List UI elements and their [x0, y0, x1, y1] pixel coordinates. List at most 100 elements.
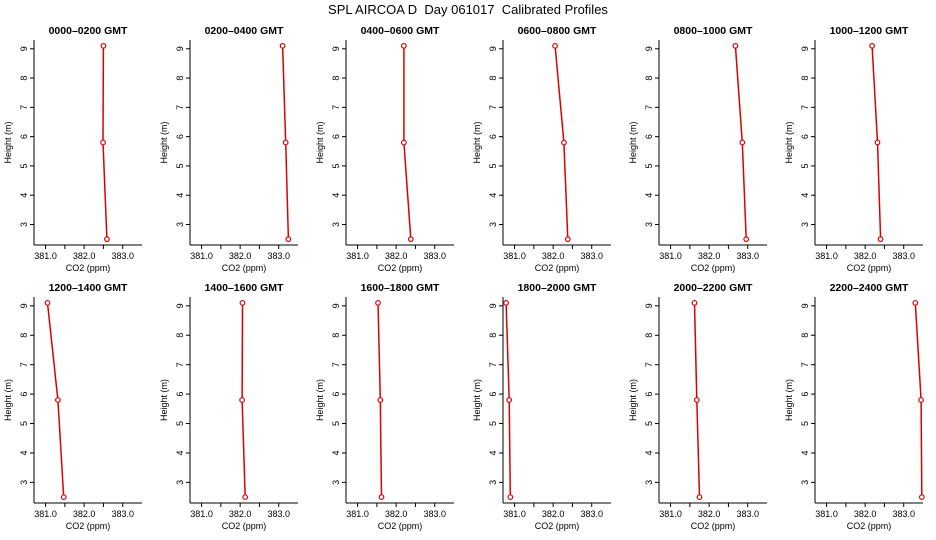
y-tick-label: 7 — [175, 105, 185, 110]
y-tick-label: 5 — [331, 163, 341, 168]
y-axis-label: Height (m) — [159, 379, 169, 421]
y-tick-label: 3 — [175, 222, 185, 227]
y-tick-label: 9 — [175, 46, 185, 51]
x-tick-label: 382.0 — [229, 251, 252, 261]
y-tick-label: 4 — [644, 450, 654, 455]
y-tick-label: 4 — [800, 450, 810, 455]
data-point — [561, 139, 567, 146]
x-tick-label: 383.0 — [267, 509, 290, 519]
x-tick-label: 383.0 — [111, 251, 134, 261]
y-tick-label: 5 — [800, 163, 810, 168]
x-tick-label: 381.0 — [815, 509, 838, 519]
panel-title: 1800–2000 GMT — [518, 282, 597, 294]
y-tick-label: 9 — [331, 46, 341, 51]
x-tick-label: 381.0 — [190, 509, 213, 519]
y-tick-label: 5 — [644, 163, 654, 168]
panel-title: 2000–2200 GMT — [674, 282, 753, 294]
panel-11: 2000–2200 GMT 381.0 382.0 383.0 3 4 5 6 7 8 9 CO2 (… — [628, 282, 767, 531]
x-tick-label: 383.0 — [267, 251, 290, 261]
data-point — [693, 397, 700, 403]
y-tick-label: 3 — [644, 480, 654, 485]
y-axis-label: Height (m) — [472, 121, 482, 163]
x-tick-label: 382.0 — [385, 251, 408, 261]
y-tick-label: 9 — [19, 303, 29, 308]
x-tick-label: 383.0 — [423, 509, 446, 519]
y-tick-label: 9 — [644, 46, 654, 51]
y-tick-label: 3 — [800, 480, 810, 485]
x-tick-label: 382.0 — [385, 509, 408, 519]
y-tick-label: 4 — [800, 193, 810, 198]
y-tick-label: 3 — [488, 480, 498, 485]
y-tick-label: 5 — [488, 421, 498, 426]
y-axis-label: Height (m) — [472, 379, 482, 421]
y-tick-label: 4 — [19, 450, 29, 455]
y-axis-label: Height (m) — [315, 379, 325, 421]
y-tick-label: 6 — [331, 392, 341, 397]
y-tick-label: 7 — [19, 105, 29, 110]
y-tick-label: 4 — [175, 193, 185, 198]
data-point — [732, 42, 739, 49]
x-axis-label: CO2 (ppm) — [535, 521, 580, 531]
data-point — [400, 42, 407, 49]
y-tick-label: 7 — [800, 362, 810, 367]
y-tick-label: 3 — [800, 222, 810, 227]
x-axis-label: CO2 (ppm) — [66, 263, 111, 273]
x-tick-label: 382.0 — [854, 509, 877, 519]
data-point — [285, 236, 292, 243]
y-tick-label: 9 — [644, 303, 654, 308]
panel-title: 2200–2400 GMT — [830, 282, 909, 294]
data-point — [912, 299, 919, 306]
data-point — [869, 42, 875, 49]
panel-6: 1000–1200 GMT 381.0 382.0 383.0 3 4 5 6 7 8 9 CO2 (… — [784, 25, 923, 273]
y-tick-label: 5 — [488, 163, 498, 168]
y-tick-label: 8 — [331, 333, 341, 338]
y-tick-label: 8 — [331, 76, 341, 81]
data-point — [378, 494, 385, 501]
x-axis-label: CO2 (ppm) — [847, 521, 892, 531]
x-tick-label: 382.0 — [542, 509, 565, 519]
y-tick-label: 7 — [644, 362, 654, 367]
panel-title: 0000–0200 GMT — [49, 25, 128, 37]
x-tick-label: 381.0 — [346, 251, 369, 261]
x-tick-label: 381.0 — [34, 251, 57, 261]
x-tick-label: 381.0 — [503, 251, 526, 261]
x-axis-label: CO2 (ppm) — [222, 521, 267, 531]
y-tick-label: 9 — [488, 46, 498, 51]
x-tick-label: 382.0 — [542, 251, 565, 261]
y-tick-label: 3 — [19, 222, 29, 227]
data-point — [375, 299, 381, 306]
data-point — [55, 397, 61, 403]
data-point — [918, 397, 924, 403]
x-tick-label: 382.0 — [698, 251, 721, 261]
x-axis-label: CO2 (ppm) — [222, 263, 267, 273]
x-tick-label: 383.0 — [111, 509, 134, 519]
y-tick-label: 7 — [644, 105, 654, 110]
y-tick-label: 8 — [488, 76, 498, 81]
y-tick-label: 7 — [800, 105, 810, 110]
data-point — [44, 299, 51, 306]
panel-title: 1600–1800 GMT — [361, 282, 440, 294]
y-tick-label: 6 — [800, 134, 810, 139]
data-point — [100, 42, 107, 49]
x-axis-label: CO2 (ppm) — [691, 263, 736, 273]
x-tick-label: 382.0 — [229, 509, 252, 519]
y-axis-label: Height (m) — [628, 379, 638, 421]
data-point — [239, 299, 246, 306]
y-tick-label: 6 — [19, 134, 29, 139]
y-tick-label: 8 — [644, 76, 654, 81]
y-tick-label: 8 — [175, 76, 185, 81]
x-tick-label: 381.0 — [659, 509, 682, 519]
data-point — [552, 42, 558, 49]
y-tick-label: 8 — [800, 333, 810, 338]
x-tick-label: 383.0 — [580, 251, 603, 261]
x-tick-label: 383.0 — [736, 509, 759, 519]
x-tick-label: 381.0 — [659, 251, 682, 261]
x-axis-label: CO2 (ppm) — [847, 263, 892, 273]
y-tick-label: 8 — [644, 333, 654, 338]
data-point — [696, 494, 703, 501]
panel-12: 2200–2400 GMT 381.0 382.0 383.0 3 4 5 6 7 8 9 CO2 (… — [784, 282, 925, 531]
y-tick-label: 6 — [800, 392, 810, 397]
y-tick-label: 8 — [175, 333, 185, 338]
x-tick-label: 381.0 — [815, 251, 838, 261]
y-tick-label: 5 — [175, 421, 185, 426]
